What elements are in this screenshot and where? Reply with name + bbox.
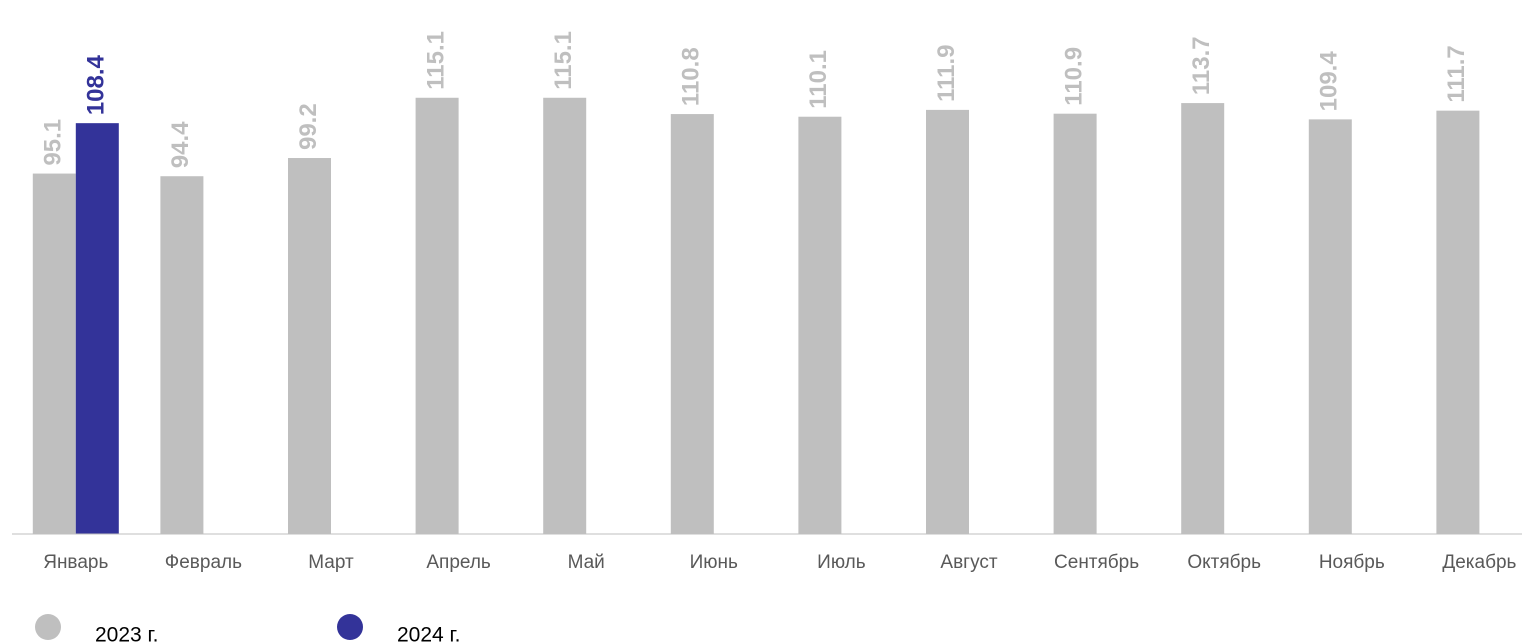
value-label: 113.7 xyxy=(1188,36,1215,95)
value-label: 109.4 xyxy=(1316,51,1343,112)
x-tick-label: Февраль xyxy=(165,552,242,573)
legend-marker xyxy=(337,614,363,640)
bar xyxy=(670,114,714,535)
x-tick-label: Июнь xyxy=(690,552,738,573)
bar xyxy=(288,158,331,535)
bar xyxy=(1053,113,1097,535)
bar xyxy=(75,123,119,534)
bar xyxy=(415,97,459,535)
value-label: 115.1 xyxy=(422,31,449,90)
x-tick-label: Ноябрь xyxy=(1319,552,1385,573)
value-label: 108.4 xyxy=(83,54,110,115)
bar xyxy=(1181,103,1225,535)
bar xyxy=(798,116,842,534)
value-label: 115.1 xyxy=(550,31,577,90)
value-label: 110.1 xyxy=(805,50,832,109)
value-label: 111.7 xyxy=(1443,45,1470,102)
bar xyxy=(32,173,76,535)
legend-marker xyxy=(35,614,61,640)
value-label: 110.8 xyxy=(678,47,705,106)
legend-label: 2024 г. xyxy=(397,624,460,644)
value-label: 95.1 xyxy=(40,119,67,166)
value-label: 111.9 xyxy=(933,44,960,101)
x-tick-label: Октябрь xyxy=(1187,552,1261,573)
legend-label: 2023 г. xyxy=(95,624,158,644)
bar xyxy=(926,109,969,535)
bar xyxy=(543,97,587,535)
value-label: 110.9 xyxy=(1060,47,1087,106)
bar xyxy=(160,176,204,534)
x-tick-label: Июль xyxy=(817,552,866,573)
x-tick-label: Март xyxy=(308,552,354,573)
x-tick-label: Август xyxy=(940,552,997,573)
value-label: 94.4 xyxy=(167,121,194,168)
x-tick-label: Декабрь xyxy=(1442,552,1516,573)
bar xyxy=(1308,119,1352,535)
x-tick-label: Май xyxy=(568,552,605,573)
x-tick-label: Январь xyxy=(43,552,108,573)
x-tick-label: Сентябрь xyxy=(1054,552,1139,573)
x-tick-label: Апрель xyxy=(426,552,491,573)
value-label: 99.2 xyxy=(295,103,322,150)
bar xyxy=(1436,110,1480,535)
